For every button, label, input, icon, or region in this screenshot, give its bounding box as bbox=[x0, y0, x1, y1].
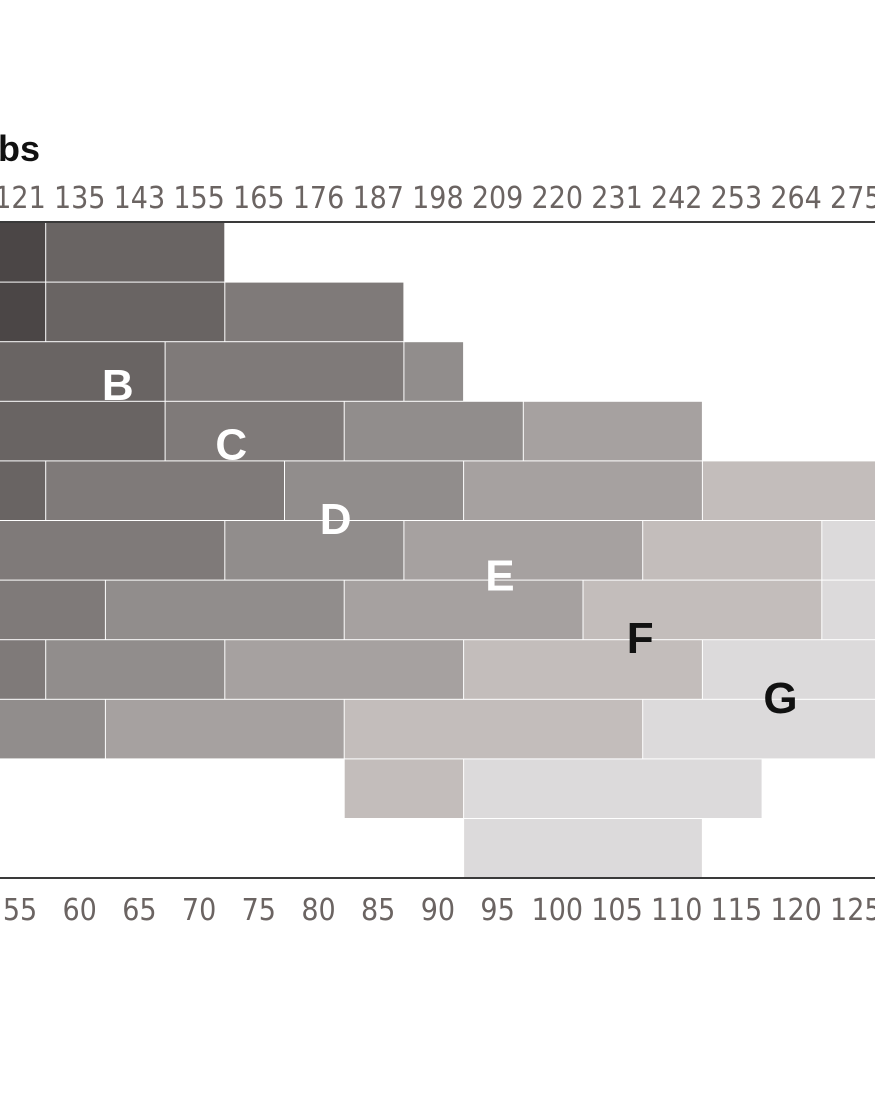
bottom-tick-5: 80 bbox=[301, 893, 335, 928]
zone-block-g-r10-38 bbox=[464, 819, 702, 878]
top-tick-3: 155 bbox=[173, 181, 225, 216]
bottom-tick-2: 65 bbox=[122, 893, 156, 928]
zone-block-b-r4-12 bbox=[0, 461, 46, 520]
zone-block-c-r5-17 bbox=[0, 521, 225, 580]
zone-block-c-r6-22 bbox=[0, 580, 105, 640]
zone-block-b-r2-5 bbox=[0, 342, 165, 401]
zone-block-g-r5-21 bbox=[822, 521, 875, 580]
zone-block-g-r7-31 bbox=[702, 640, 875, 699]
zone-block-c-r1-4 bbox=[225, 282, 404, 342]
zone-block-g-r9-37 bbox=[464, 759, 762, 818]
zone-block-b-r1-3 bbox=[46, 282, 225, 342]
zone-labels: B C D E F G bbox=[102, 361, 798, 723]
zone-block-c-r7-27 bbox=[0, 640, 46, 699]
zone-block-e-r4-15 bbox=[464, 461, 702, 520]
zone-label-f: F bbox=[627, 614, 654, 663]
bottom-tick-10: 105 bbox=[591, 893, 643, 928]
zone-block-b-r0-1 bbox=[46, 223, 225, 282]
zone-block-f-r6-25 bbox=[583, 580, 822, 640]
zone-label-e: E bbox=[485, 552, 514, 601]
bottom-tick-12: 115 bbox=[711, 893, 763, 928]
zone-block-e-r7-29 bbox=[225, 640, 464, 699]
zone-block-e-r6-24 bbox=[344, 580, 583, 640]
bottom-tick-8: 95 bbox=[480, 893, 514, 928]
top-tick-6: 187 bbox=[352, 181, 404, 216]
top-tick-11: 242 bbox=[651, 181, 703, 216]
zone-block-b-r3-8 bbox=[0, 401, 165, 461]
bottom-tick-6: 85 bbox=[361, 893, 395, 928]
bottom-tick-3: 70 bbox=[182, 893, 216, 928]
bottom-tick-9: 100 bbox=[532, 893, 584, 928]
top-tick-12: 253 bbox=[711, 181, 763, 216]
top-tick-5: 176 bbox=[293, 181, 345, 216]
unit-label: bs bbox=[0, 128, 40, 169]
zone-block-c-r4-13 bbox=[46, 461, 285, 520]
top-tick-8: 209 bbox=[472, 181, 524, 216]
top-tick-7: 198 bbox=[412, 181, 464, 216]
zone-block-f-r4-16 bbox=[702, 461, 875, 520]
top-tick-0: 121 bbox=[0, 181, 46, 216]
bottom-tick-13: 120 bbox=[770, 893, 822, 928]
zone-label-c: C bbox=[215, 421, 247, 470]
top-tick-9: 220 bbox=[532, 181, 584, 216]
zone-block-g-r6-26 bbox=[822, 580, 875, 640]
zone-label-b: B bbox=[102, 361, 134, 410]
zone-block-e-r5-19 bbox=[404, 521, 643, 580]
top-axis-ticks: 121 135 143 155 165 176 187 198 209 220 231 242 253 2… bbox=[0, 181, 875, 216]
zone-block-a-r1-2 bbox=[0, 282, 46, 342]
bottom-tick-7: 90 bbox=[421, 893, 455, 928]
zone-block-c-r3-9 bbox=[165, 401, 344, 461]
zone-block-d-r8-32 bbox=[0, 699, 105, 759]
top-tick-14: 275 bbox=[830, 181, 875, 216]
bottom-tick-11: 110 bbox=[651, 893, 703, 928]
zone-block-d-r4-14 bbox=[285, 461, 464, 520]
zone-blocks bbox=[0, 223, 875, 878]
zone-block-f-r7-30 bbox=[464, 640, 702, 699]
zone-block-c-r2-6 bbox=[165, 342, 404, 401]
zone-block-e-r8-33 bbox=[105, 699, 344, 759]
zone-block-d-r7-28 bbox=[46, 640, 225, 699]
zone-block-d-r2-7 bbox=[404, 342, 464, 401]
top-tick-10: 231 bbox=[591, 181, 643, 216]
zone-block-d-r3-10 bbox=[344, 401, 523, 461]
bottom-tick-4: 75 bbox=[242, 893, 276, 928]
zone-label-g: G bbox=[763, 674, 797, 723]
zone-block-g-r8-35 bbox=[643, 699, 875, 759]
top-tick-4: 165 bbox=[233, 181, 285, 216]
bottom-tick-0: 55 bbox=[3, 893, 37, 928]
bottom-axis-ticks: 55 60 65 70 75 80 85 90 95 100 105 110 115 120 125 bbox=[3, 893, 875, 928]
zone-block-d-r5-18 bbox=[225, 521, 404, 580]
zone-block-f-r5-20 bbox=[643, 521, 822, 580]
zone-block-e-r3-11 bbox=[523, 401, 702, 461]
zone-block-f-r8-34 bbox=[344, 699, 643, 759]
bottom-tick-1: 60 bbox=[63, 893, 97, 928]
top-tick-13: 264 bbox=[770, 181, 822, 216]
bottom-tick-14: 125 bbox=[830, 893, 875, 928]
zone-label-d: D bbox=[320, 495, 352, 544]
top-tick-2: 143 bbox=[114, 181, 166, 216]
zone-block-d-r6-23 bbox=[105, 580, 344, 640]
zone-block-f-r9-36 bbox=[344, 759, 464, 818]
top-tick-1: 135 bbox=[54, 181, 106, 216]
zone-block-a-r0-0 bbox=[0, 223, 46, 282]
